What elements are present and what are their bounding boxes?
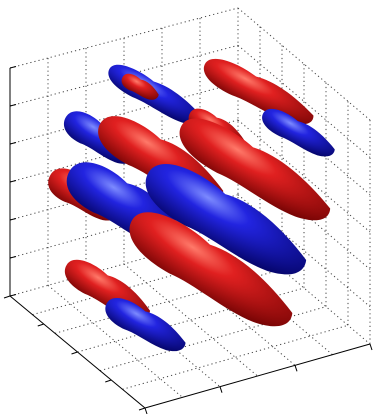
y-axis-line: [144, 343, 371, 409]
axis-ticks: [3, 66, 373, 414]
blue-blob: [262, 108, 335, 157]
y-tick: [144, 407, 148, 414]
red-lobe: [203, 58, 314, 125]
z-tick: [9, 142, 17, 145]
grid-line: [54, 268, 283, 334]
red-lobe: [179, 118, 331, 221]
red-blob: [129, 212, 293, 327]
x-tick: [138, 407, 146, 411]
y-tick: [219, 386, 223, 393]
red-blob: [121, 73, 159, 100]
red-blob: [203, 58, 314, 125]
blue-lobe: [262, 108, 335, 157]
z-tick: [9, 294, 17, 297]
red-lobe: [121, 73, 159, 100]
z-tick: [9, 66, 17, 69]
grid-line: [77, 287, 305, 353]
x-tick: [37, 323, 44, 327]
grid-line: [9, 82, 239, 145]
blue-lobe: [105, 298, 186, 352]
blue-blob: [145, 164, 307, 275]
z-tick: [9, 104, 17, 107]
z-tick: [9, 256, 17, 259]
blue-blob: [105, 298, 186, 352]
grid-line: [32, 250, 261, 316]
red-blob: [179, 118, 331, 221]
red-lobe: [129, 212, 293, 327]
y-tick: [369, 343, 373, 351]
blue-lobe: [145, 164, 307, 275]
z-tick: [9, 180, 17, 183]
y-tick: [294, 365, 298, 372]
isosurface-blobs: [48, 58, 335, 352]
grid-line: [9, 7, 239, 69]
x-tick: [105, 379, 112, 383]
x-tick: [3, 295, 11, 299]
z-tick: [9, 218, 17, 221]
x-tick: [71, 351, 78, 355]
